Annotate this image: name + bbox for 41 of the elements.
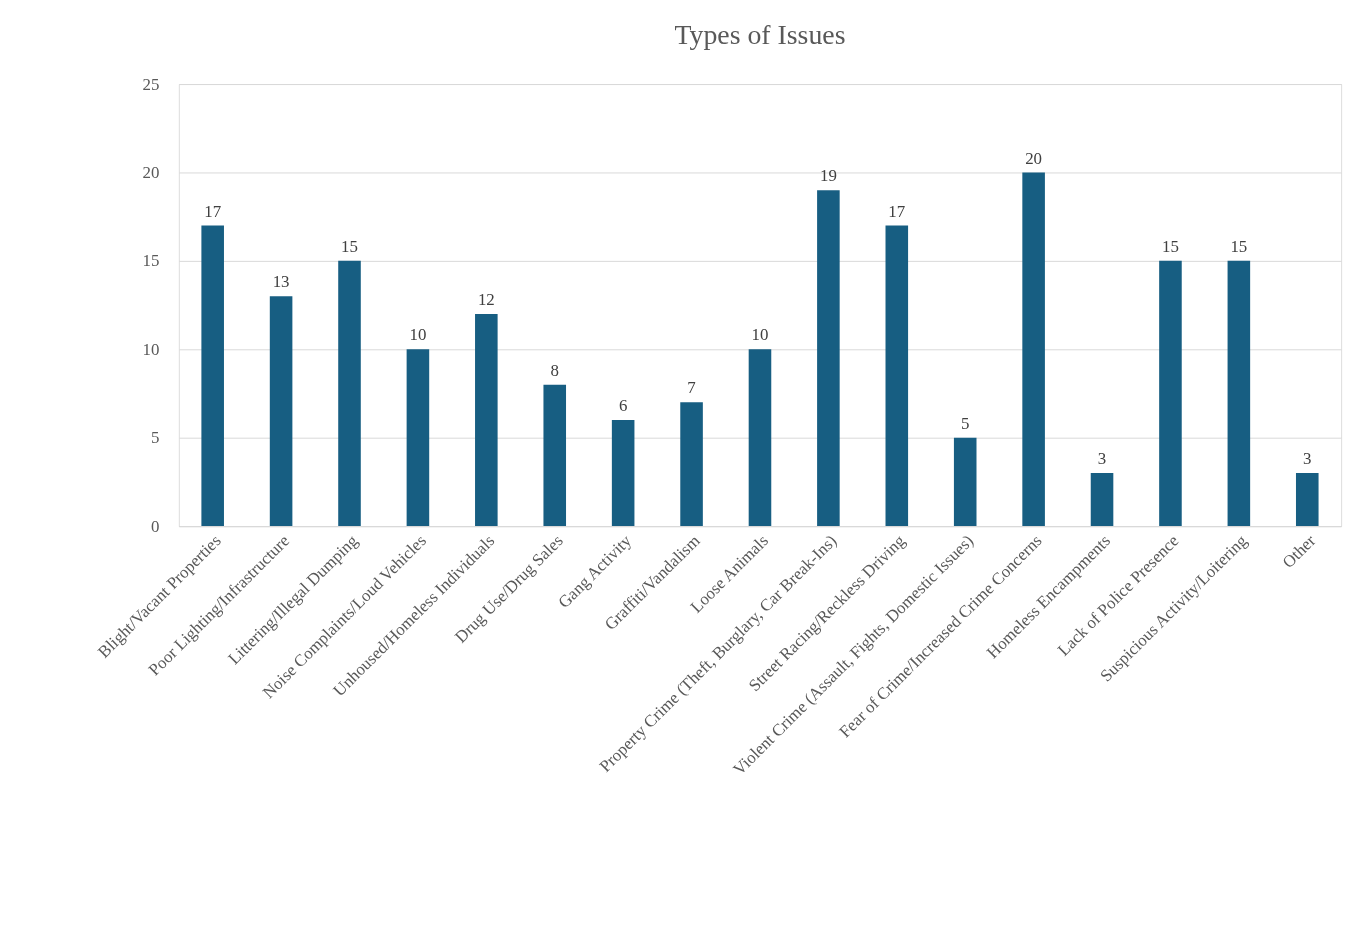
- bar: [748, 349, 772, 527]
- data-label: 20: [1025, 148, 1043, 168]
- data-label: 3: [1303, 449, 1312, 469]
- data-label: 5: [960, 413, 970, 433]
- bar: [817, 190, 840, 527]
- data-label: 19: [819, 166, 837, 186]
- y-tick-label: 5: [151, 428, 160, 448]
- y-tick-label: 10: [142, 339, 160, 359]
- bar: [406, 349, 430, 527]
- bar: [1227, 260, 1251, 527]
- data-label: 17: [204, 201, 222, 221]
- bar: [680, 402, 703, 527]
- bar: [953, 437, 977, 527]
- data-label: 7: [687, 378, 696, 398]
- bar: [885, 225, 909, 527]
- bar: [201, 225, 224, 527]
- data-label: 13: [272, 272, 290, 292]
- data-label: 15: [341, 236, 358, 256]
- bar: [269, 296, 293, 527]
- data-label: 17: [888, 201, 906, 221]
- data-label: 10: [751, 325, 769, 345]
- y-tick-label: 15: [142, 251, 160, 271]
- bar: [1159, 260, 1182, 527]
- data-label: 15: [1230, 236, 1248, 256]
- y-tick-label: 0: [151, 516, 160, 536]
- bar: [338, 260, 361, 527]
- data-label: 15: [1162, 236, 1179, 256]
- data-label: 3: [1097, 449, 1107, 469]
- bar: [1022, 172, 1045, 527]
- chart-title: Types of Issues: [674, 19, 846, 51]
- bar: [543, 384, 567, 527]
- data-label: 10: [409, 325, 427, 345]
- y-tick-label: 25: [142, 74, 160, 94]
- data-label: 8: [550, 360, 559, 380]
- bar: [1090, 473, 1114, 527]
- bar: [1295, 473, 1319, 527]
- bar: [475, 313, 498, 527]
- y-tick-label: 20: [142, 162, 160, 182]
- data-label: 6: [618, 396, 628, 416]
- bar: [611, 420, 635, 527]
- data-label: 12: [477, 289, 495, 309]
